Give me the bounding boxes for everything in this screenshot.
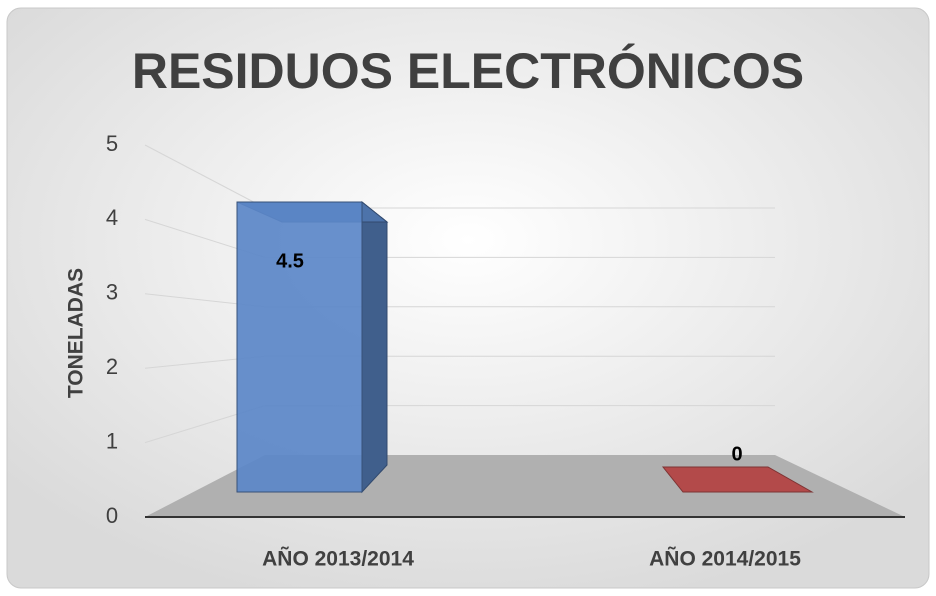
bar-side (361, 200, 388, 494)
y-tick-label: 4 (106, 205, 118, 230)
y-tick-label: 3 (106, 280, 118, 305)
bar (661, 466, 814, 493)
data-label: 0 (731, 443, 742, 465)
data-label: 4.5 (276, 250, 304, 272)
y-tick-label: 5 (106, 131, 118, 156)
x-tick-label: AÑO 2014/2015 (649, 548, 801, 571)
chart-title: RESIDUOS ELECTRÓNICOS (132, 43, 804, 99)
y-tick-label: 1 (106, 428, 118, 453)
y-tick-label: 2 (106, 354, 118, 379)
y-axis-label: TONELADAS (65, 268, 88, 398)
y-tick-label: 0 (106, 503, 118, 528)
grid-line (144, 144, 266, 209)
bar (236, 201, 363, 493)
x-tick-label: AÑO 2013/2014 (262, 548, 414, 571)
